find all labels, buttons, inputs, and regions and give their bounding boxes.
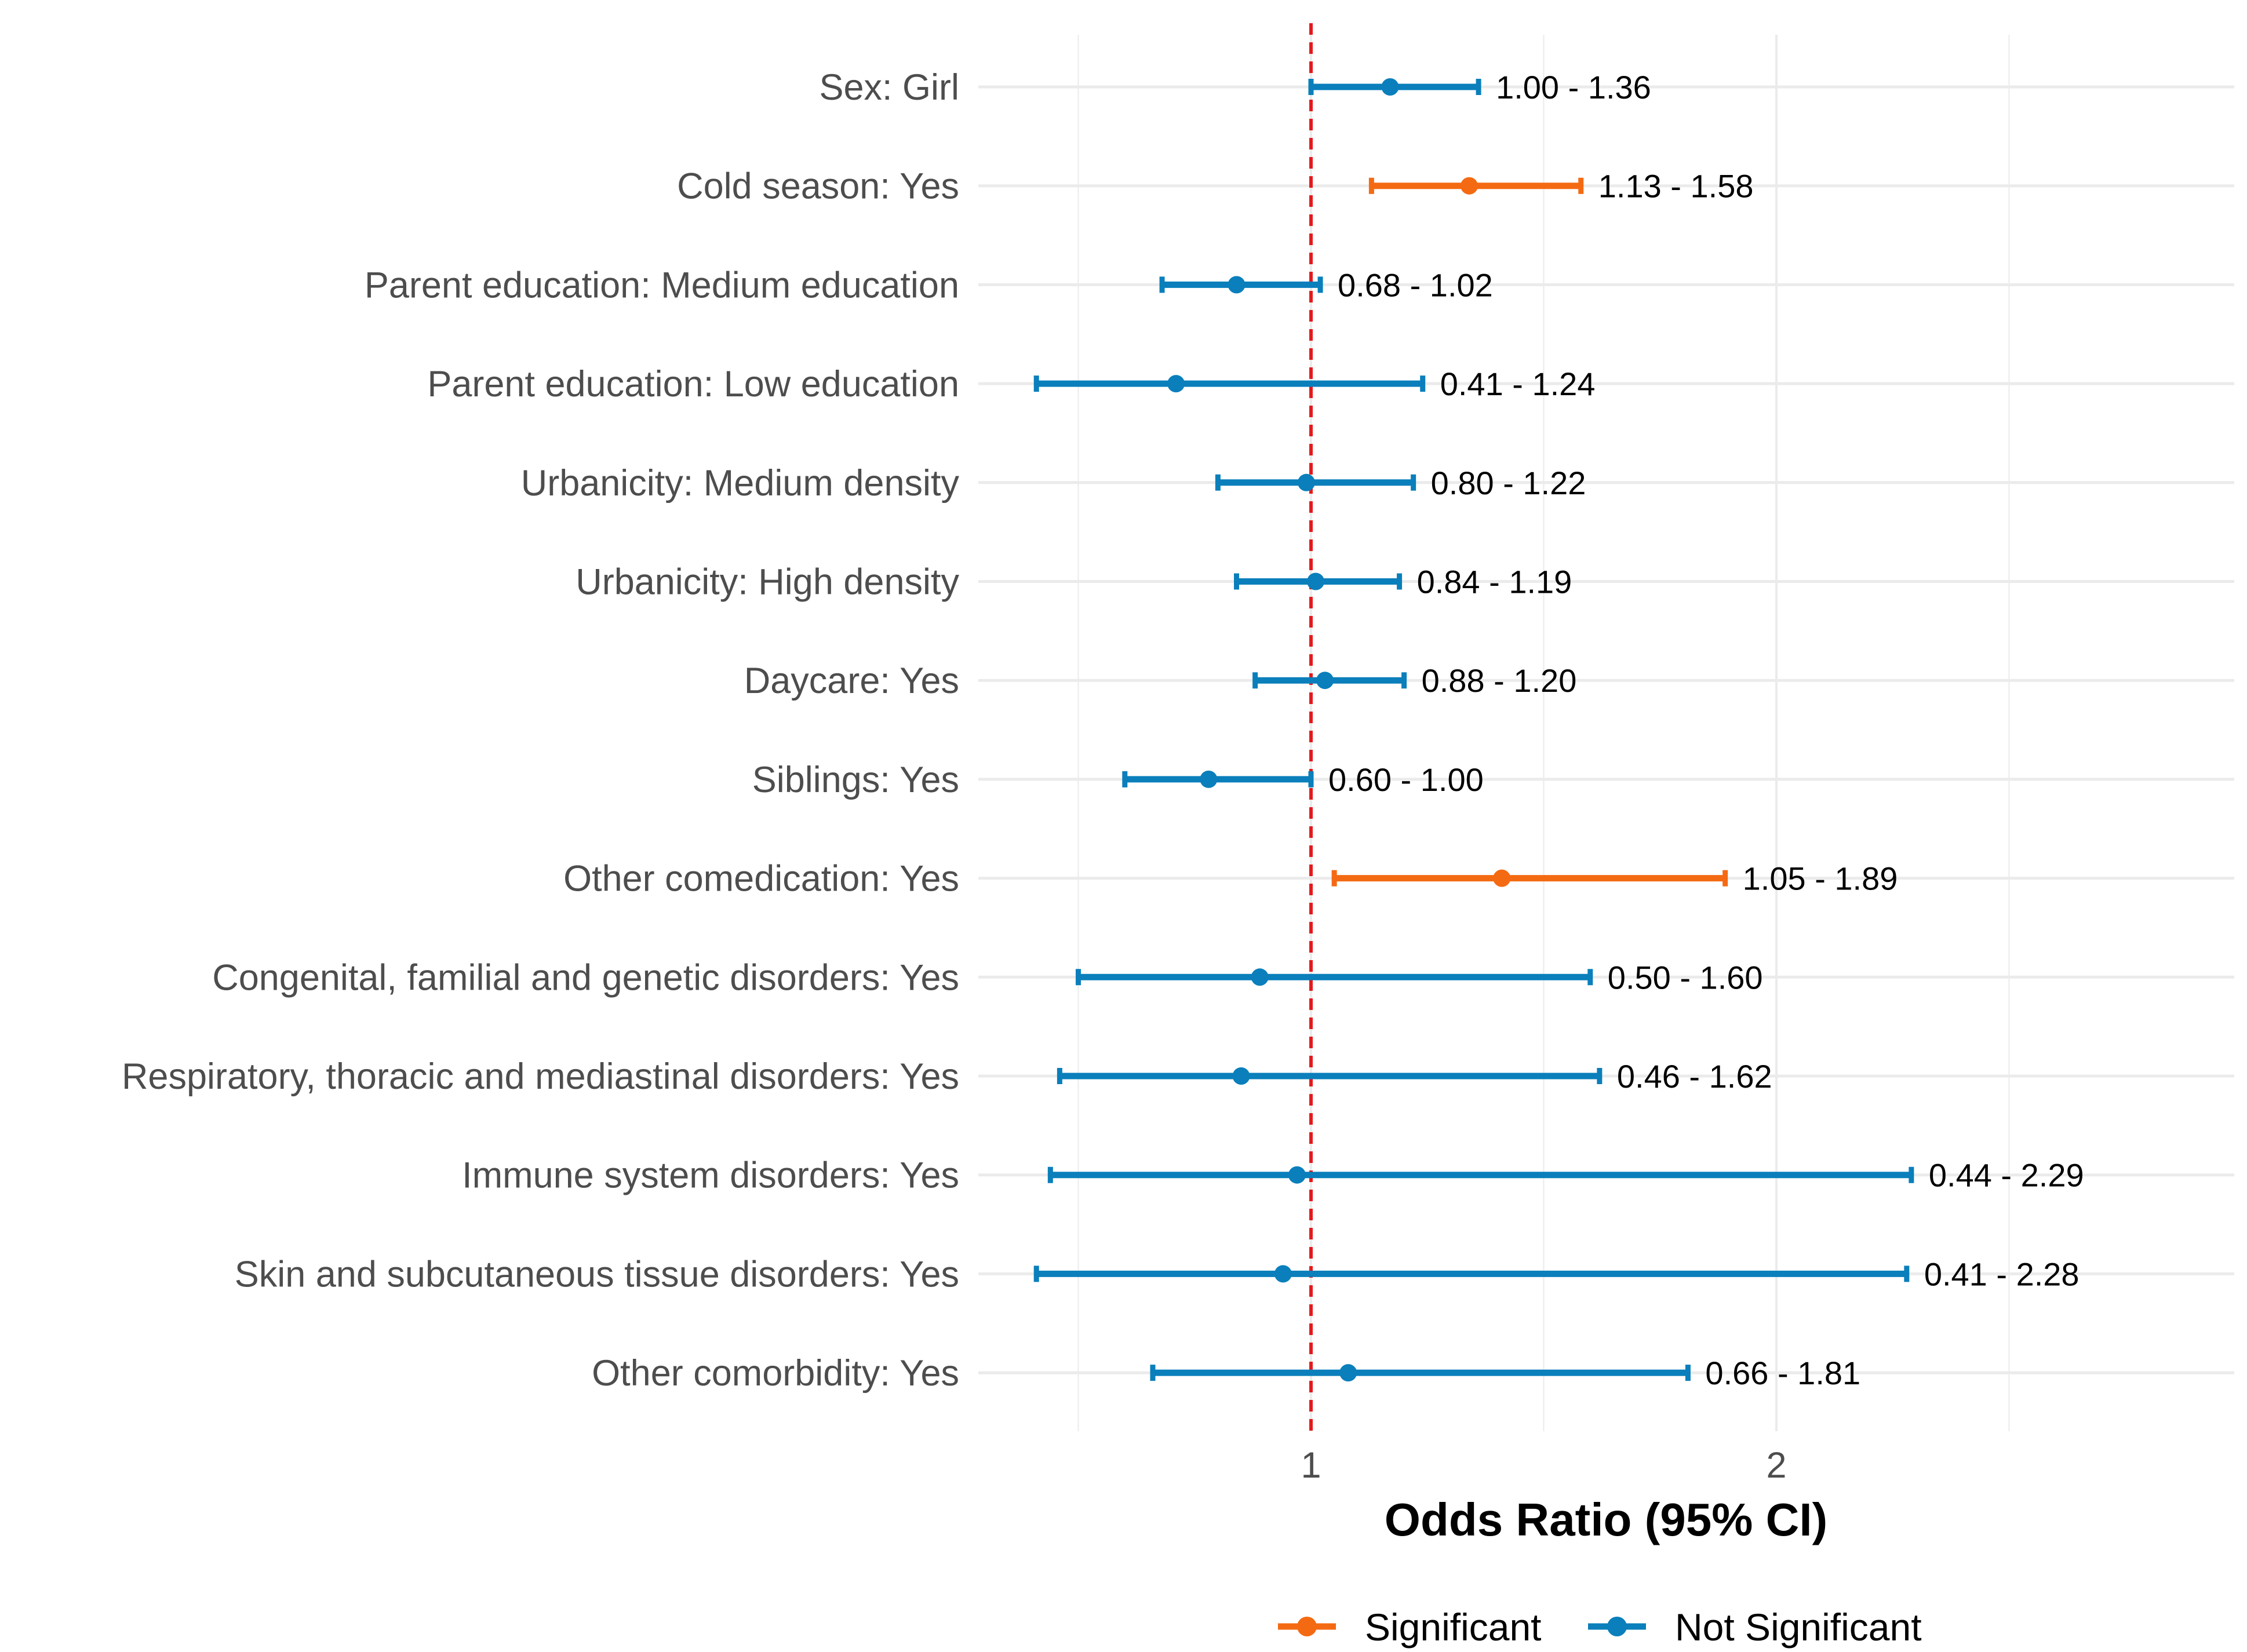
ci-label: 0.60 - 1.00 — [1328, 761, 1484, 798]
ci-row: 0.41 - 2.28 — [1033, 1256, 2080, 1292]
y-label: Congenital, familial and genetic disorde… — [212, 957, 959, 998]
ci-row: 0.80 - 1.22 — [1215, 465, 1586, 501]
ci-row: 0.66 - 1.81 — [1150, 1355, 1860, 1391]
ci-row: 0.46 - 1.62 — [1057, 1058, 1772, 1095]
ci-row: 0.84 - 1.19 — [1234, 564, 1572, 600]
ci-row: 1.00 - 1.36 — [1308, 69, 1651, 105]
legend-point — [1297, 1617, 1317, 1636]
legend-item-significant: Significant — [1278, 1606, 1542, 1649]
ci-label: 0.80 - 1.22 — [1431, 465, 1586, 501]
point-estimate — [1493, 869, 1511, 887]
y-label: Urbanicity: High density — [576, 562, 959, 603]
point-estimate — [1339, 1364, 1357, 1382]
ci-label: 0.84 - 1.19 — [1417, 564, 1572, 600]
point-estimate — [1274, 1265, 1292, 1283]
y-label: Other comorbidity: Yes — [592, 1353, 959, 1394]
y-label: Parent education: Low education — [427, 364, 959, 404]
ci-label: 1.00 - 1.36 — [1496, 69, 1651, 105]
ci-label: 1.13 - 1.58 — [1598, 168, 1754, 205]
ci-label: 0.46 - 1.62 — [1617, 1058, 1772, 1095]
point-estimate — [1288, 1166, 1306, 1184]
y-axis-labels: Sex: Girl Cold season: Yes Parent educatio… — [122, 67, 960, 1394]
minor-gridlines — [1077, 35, 2010, 1431]
point-estimate — [1228, 276, 1245, 294]
ci-row: 1.05 - 1.89 — [1331, 860, 1898, 897]
y-label: Other comedication: Yes — [563, 859, 959, 899]
y-label: Immune system disorders: Yes — [462, 1155, 959, 1196]
legend-point — [1607, 1617, 1627, 1636]
legend-label: Not Significant — [1675, 1606, 1922, 1649]
legend-item-not_significant: Not Significant — [1588, 1606, 1922, 1649]
ci-row: 0.44 - 2.29 — [1047, 1157, 2084, 1194]
y-label: Parent education: Medium education — [365, 265, 959, 305]
point-estimate — [1316, 672, 1334, 690]
point-estimate — [1381, 78, 1399, 96]
point-estimate — [1307, 572, 1325, 590]
y-label: Daycare: Yes — [744, 661, 959, 701]
point-estimate — [1297, 473, 1315, 491]
ci-row: 1.13 - 1.58 — [1368, 168, 1754, 205]
ci-row: 0.88 - 1.20 — [1252, 662, 1577, 699]
ci-label: 0.68 - 1.02 — [1338, 267, 1493, 303]
x-tick-label: 1 — [1301, 1445, 1321, 1486]
ci-label: 0.41 - 2.28 — [1924, 1256, 2080, 1292]
ci-label: 1.05 - 1.89 — [1743, 860, 1898, 897]
y-label: Cold season: Yes — [677, 166, 959, 207]
point-estimate — [1251, 968, 1269, 986]
ci-label: 0.50 - 1.60 — [1608, 959, 1763, 995]
y-label: Sex: Girl — [819, 67, 959, 108]
point-estimate — [1232, 1067, 1250, 1085]
ci-label: 0.44 - 2.29 — [1929, 1157, 2084, 1194]
ci-row: 0.68 - 1.02 — [1159, 267, 1493, 303]
legend: Significant Not Significant — [1278, 1606, 1922, 1649]
ci-row: 0.50 - 1.60 — [1076, 959, 1763, 995]
x-tick-label: 2 — [1766, 1445, 1786, 1486]
point-estimate — [1200, 770, 1218, 788]
y-label: Urbanicity: Medium density — [521, 463, 960, 504]
legend-label: Significant — [1365, 1606, 1542, 1649]
ci-label: 0.66 - 1.81 — [1705, 1355, 1860, 1391]
chart-marks: 1.00 - 1.36 1.13 - 1.58 0.68 - 1.02 0.41 - … — [1033, 69, 2084, 1391]
ci-row: 0.41 - 1.24 — [1033, 366, 1596, 402]
y-label: Siblings: Yes — [752, 760, 959, 800]
y-label: Skin and subcutaneous tissue disorders: … — [235, 1254, 959, 1294]
point-estimate — [1167, 375, 1185, 393]
point-estimate — [1461, 177, 1478, 195]
x-axis-title: Odds Ratio (95% CI) — [1385, 1494, 1828, 1545]
y-label: Respiratory, thoracic and mediastinal di… — [122, 1056, 959, 1097]
ci-label: 0.41 - 1.24 — [1440, 366, 1596, 402]
ci-row: 0.60 - 1.00 — [1122, 761, 1484, 798]
ci-label: 0.88 - 1.20 — [1422, 662, 1577, 699]
